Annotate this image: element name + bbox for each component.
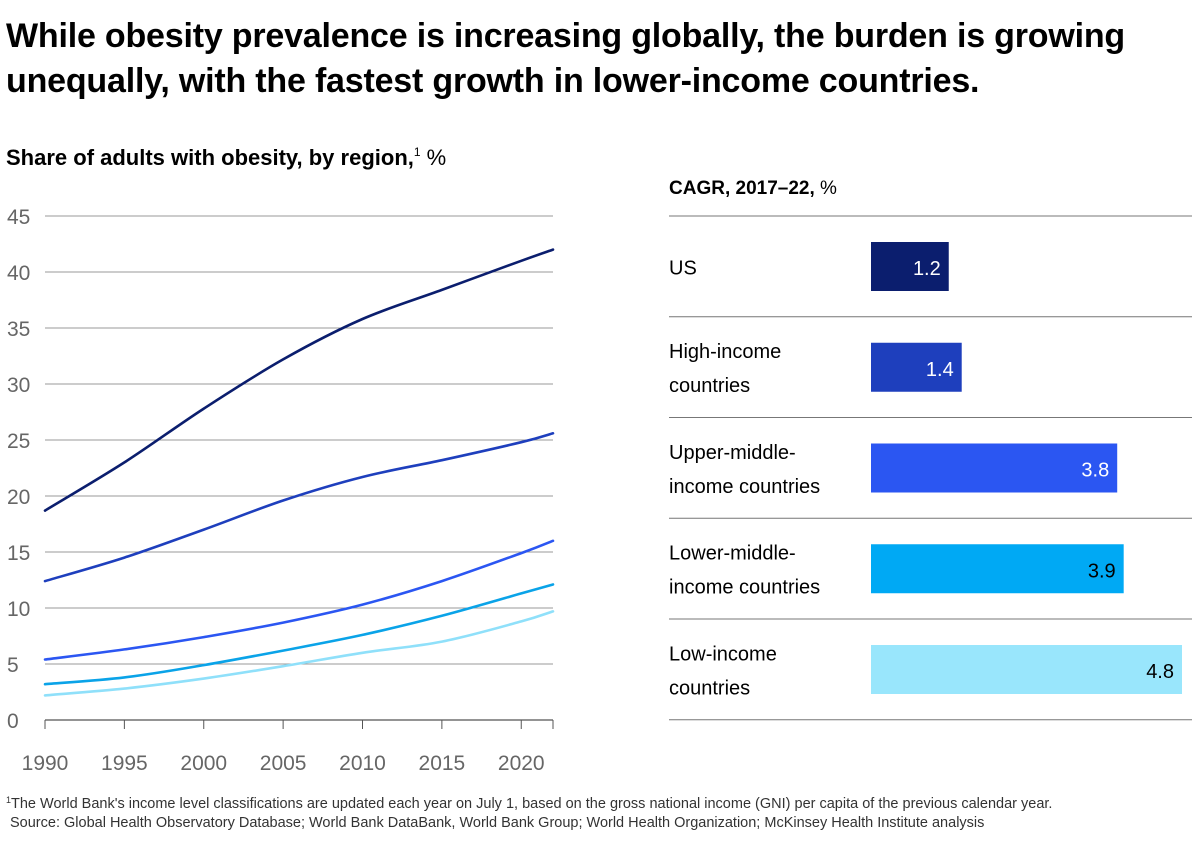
bar <box>871 342 962 392</box>
category-label-line: countries <box>669 677 750 699</box>
category-label-line: income countries <box>669 476 820 498</box>
bar-value-label: 3.8 <box>1081 460 1109 482</box>
y-tick-label: 10 <box>7 598 30 621</box>
line-chart-title-text: Share of adults with obesity, by region, <box>6 145 414 170</box>
category-label: US <box>669 257 697 279</box>
y-tick-label: 15 <box>7 542 30 565</box>
x-tick-label: 2015 <box>419 752 466 775</box>
category-label-line: High-income <box>669 341 781 363</box>
x-tick-label: 1995 <box>101 752 148 775</box>
footnote-text: The World Bank's income level classifica… <box>11 796 1053 812</box>
category-label-line: Upper-middle- <box>669 442 796 464</box>
x-tick-label: 2005 <box>260 752 307 775</box>
source-note: Source: Global Health Observatory Databa… <box>10 815 985 831</box>
x-tick-label: 1990 <box>22 752 69 775</box>
footnote-marker: 1 <box>6 795 12 805</box>
line-chart: 0 5 10 15 20 25 30 35 40 45 1990 1995 2000 2005 2010 20… <box>7 206 555 775</box>
series-line-upper-middle-income-countries <box>43 539 555 661</box>
series-line-us <box>43 248 555 512</box>
bar-chart-title: CAGR, 2017–22, % <box>669 178 837 200</box>
x-tick-label: 2020 <box>498 752 545 775</box>
y-tick-label: 20 <box>7 486 30 509</box>
footnote: 1The World Bank's income level classific… <box>6 791 1052 814</box>
category-label-line: Low-income <box>669 643 777 665</box>
bar <box>871 645 1182 694</box>
bar-value-label: 1.2 <box>913 258 941 280</box>
y-tick-label: 5 <box>7 654 19 677</box>
y-tick-label: 45 <box>7 206 30 229</box>
y-tick-label: 30 <box>7 374 30 397</box>
category-label-line: Lower-middle- <box>669 543 796 565</box>
y-tick-label: 40 <box>7 262 30 285</box>
series-line-low-income-countries <box>43 610 555 697</box>
category-label-line: income countries <box>669 577 820 599</box>
series-line-high-income-countries <box>43 432 555 583</box>
bar <box>871 544 1124 594</box>
y-tick-label: 35 <box>7 318 30 341</box>
bar <box>871 443 1118 493</box>
bar-value-label: 4.8 <box>1146 661 1174 683</box>
x-tick-label: 2010 <box>339 752 386 775</box>
bar-chart-unit: % <box>814 178 837 199</box>
x-tick-label: 2000 <box>180 752 227 775</box>
line-chart-title: Share of adults with obesity, by region,… <box>6 145 446 171</box>
footnote-block: 1The World Bank's income level classific… <box>6 791 1052 833</box>
y-tick-label: 0 <box>7 710 19 733</box>
bar-chart: US 1.2 High-income countries 1.4 Upper-middle… <box>669 215 1192 721</box>
series-line-lower-middle-income-countries <box>43 583 555 686</box>
bar-value-label: 3.9 <box>1088 560 1116 582</box>
bar-value-label: 1.4 <box>926 359 954 381</box>
y-tick-label: 25 <box>7 430 30 453</box>
line-chart-unit: % <box>420 145 447 170</box>
footnote-ref: 1 <box>413 145 421 159</box>
category-label-line: countries <box>669 375 750 397</box>
headline: While obesity prevalence is increasing g… <box>6 17 1125 100</box>
bar <box>871 242 949 291</box>
bar-chart-title-text: CAGR, 2017–22, <box>669 178 815 199</box>
